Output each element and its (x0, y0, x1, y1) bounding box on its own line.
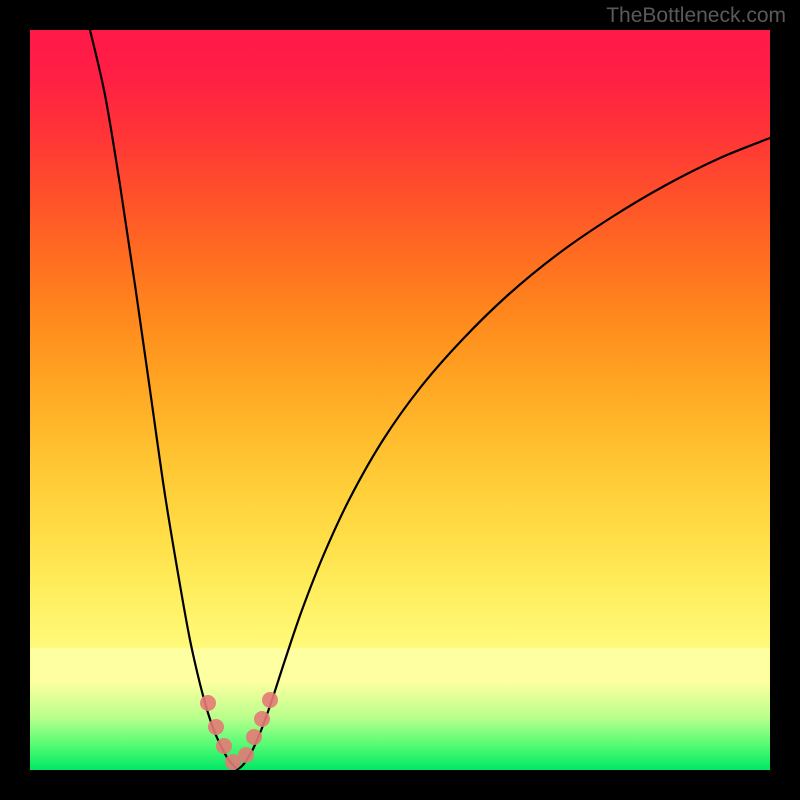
curve-marker (216, 738, 232, 754)
watermark-text: TheBottleneck.com (606, 4, 786, 28)
chart-background (30, 30, 770, 770)
curve-marker (238, 747, 254, 763)
bottleneck-chart (0, 0, 800, 800)
curve-marker (262, 692, 278, 708)
curve-marker (254, 711, 270, 727)
curve-marker (246, 729, 262, 745)
chart-frame: TheBottleneck.com (0, 0, 800, 800)
curve-marker (208, 719, 224, 735)
curve-marker (200, 695, 216, 711)
